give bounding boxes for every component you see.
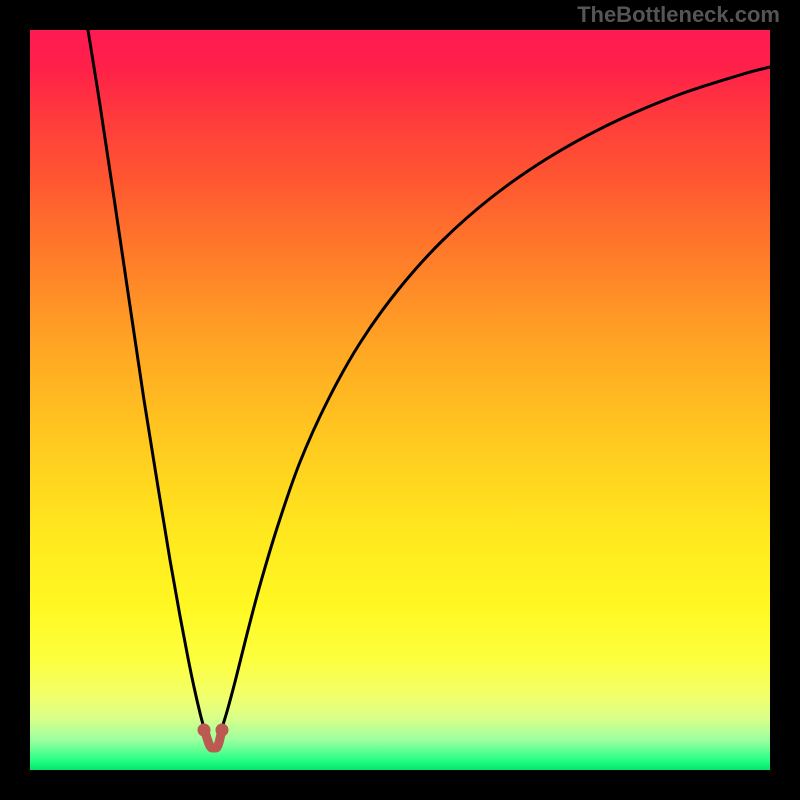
plot-area: [30, 30, 770, 770]
curve-right-branch: [222, 67, 770, 728]
curve-left-branch: [88, 30, 204, 728]
bottleneck-curve: [30, 30, 770, 770]
watermark-text: TheBottleneck.com: [577, 2, 780, 28]
curve-end-caps: [198, 724, 229, 737]
